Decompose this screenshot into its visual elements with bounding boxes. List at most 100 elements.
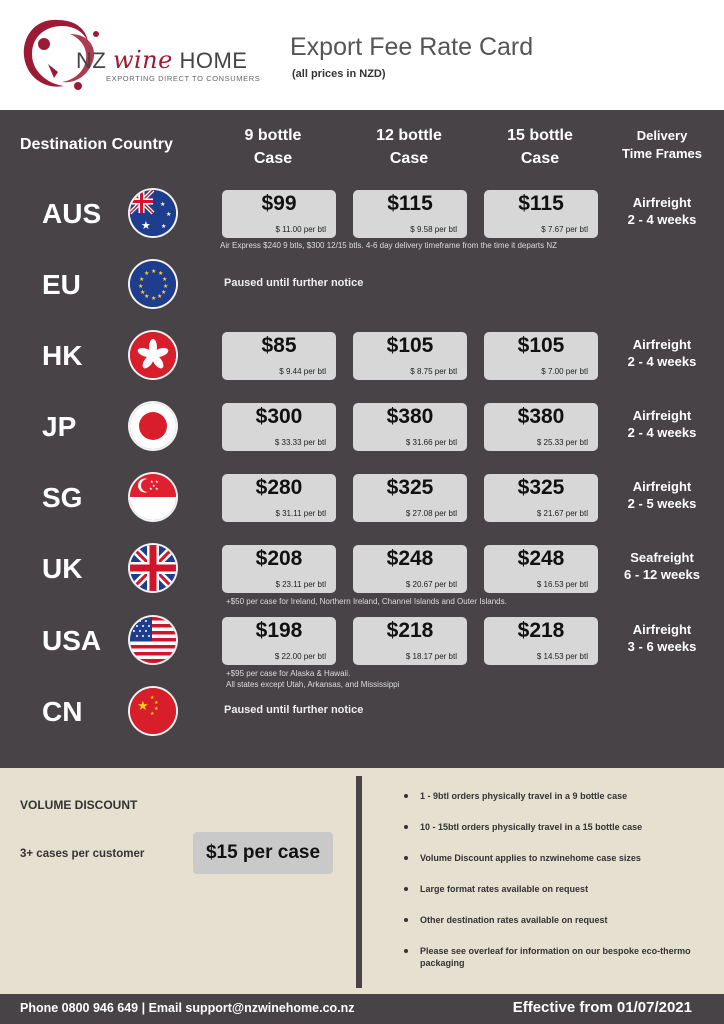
price-box-15-bottle: $325 $ 21.67 per btl xyxy=(484,474,598,522)
delivery-timeframe: Airfreight 2 - 4 weeks xyxy=(627,408,697,440)
price-box-15-bottle: $105 $ 7.00 per btl xyxy=(484,332,598,380)
wine-splash-logo-icon xyxy=(23,19,99,90)
country-code: UK xyxy=(42,553,83,584)
table-row-sg: SG ★ ★ ★ ★ ★ $280 $ 31.11 per btl $325 $ 27.0… xyxy=(0,474,724,534)
info-list: 1 - 9btl orders physically travel in a 9… xyxy=(402,790,712,988)
svg-text:★: ★ xyxy=(150,695,155,701)
row-note: +$50 per case for Ireland, Northern Irel… xyxy=(226,597,507,606)
country-code: CN xyxy=(42,696,83,727)
delivery-timeframe: Airfreight 2 - 5 weeks xyxy=(627,479,697,511)
japan-flag-icon xyxy=(130,403,176,449)
table-row-aus: AUS ★ ★ ★ ★ $99 $ 11.00 per btl $115 $ 9.5… xyxy=(0,190,724,250)
svg-text:★: ★ xyxy=(138,283,143,290)
table-row-uk: UK $208 $ 23.11 per btl $248 $ 20.67 per b… xyxy=(0,545,724,606)
china-flag-icon: ★ ★ ★ ★ ★ xyxy=(130,688,176,734)
svg-text:★: ★ xyxy=(161,223,166,230)
list-item: 1 - 9btl orders physically travel in a 9… xyxy=(402,790,712,802)
logo: NZ wine HOME EXPORTING DIRECT TO CONSUME… xyxy=(18,14,268,94)
list-item: Please see overleaf for information on o… xyxy=(402,945,712,969)
svg-text:★: ★ xyxy=(150,479,154,484)
paused-notice: Paused until further notice xyxy=(224,704,364,716)
price-box-9-bottle: $85 $ 9.44 per btl xyxy=(222,332,336,380)
price-box-9-bottle: $198 $ 22.00 per btl xyxy=(222,617,336,665)
price-box-12-bottle: $380 $ 31.66 per btl xyxy=(353,403,467,451)
price-box-12-bottle: $218 $ 18.17 per btl xyxy=(353,617,467,665)
price-box-12-bottle: $115 $ 9.58 per btl xyxy=(353,190,467,238)
country-code: SG xyxy=(42,482,83,513)
svg-text:★: ★ xyxy=(166,211,171,218)
table-row-usa: USA $198 $ 22.00 per btl xyxy=(0,617,724,689)
table-row-hk: HK $85 $ 9.44 per btl $105 $ 8.75 per btl … xyxy=(0,332,724,392)
list-item: Volume Discount applies to nzwinehome ca… xyxy=(402,852,712,864)
svg-text:★: ★ xyxy=(154,706,159,712)
column-header-12-bottle: 12 bottle Case xyxy=(376,127,442,167)
price-box-9-bottle: $99 $ 11.00 per btl xyxy=(222,190,336,238)
price-box-12-bottle: $105 $ 8.75 per btl xyxy=(353,332,467,380)
svg-text:★: ★ xyxy=(150,711,155,717)
svg-text:★: ★ xyxy=(139,276,144,283)
svg-text:★: ★ xyxy=(151,295,156,302)
panel-divider xyxy=(356,776,362,988)
table-row-jp: JP $300 $ 33.33 per btl $380 $ 31.66 per b… xyxy=(0,403,724,463)
svg-text:★: ★ xyxy=(144,293,149,300)
delivery-timeframe: Airfreight 2 - 4 weeks xyxy=(627,195,697,227)
volume-discount-amount: $15 per case xyxy=(193,832,333,874)
svg-text:★: ★ xyxy=(161,289,166,296)
usa-flag-icon xyxy=(130,617,176,663)
contact-info: Phone 0800 946 649 | Email support@nzwin… xyxy=(20,1001,355,1015)
column-header-15-bottle: 15 bottle Case xyxy=(507,127,573,167)
price-box-12-bottle: $248 $ 20.67 per btl xyxy=(353,545,467,593)
hong-kong-flag-icon xyxy=(130,332,176,378)
eu-flag-icon: ★ ★ ★ ★ ★ ★ ★ ★ ★ ★ ★ ★ xyxy=(130,261,176,307)
list-item: Large format rates available on request xyxy=(402,883,712,895)
header: NZ wine HOME EXPORTING DIRECT TO CONSUME… xyxy=(0,0,724,110)
uk-flag-icon xyxy=(130,545,176,591)
effective-date: Effective from 01/07/2021 xyxy=(512,999,692,1016)
country-code: AUS xyxy=(42,198,102,229)
svg-text:★: ★ xyxy=(149,486,153,491)
page-title: Export Fee Rate Card xyxy=(290,33,534,61)
price-box-15-bottle: $380 $ 25.33 per btl xyxy=(484,403,598,451)
column-header-delivery: Delivery Time Frames xyxy=(622,128,702,161)
row-note: Air Express $240 9 btls, $300 12/15 btls… xyxy=(220,241,558,250)
column-header-destination: Destination Country xyxy=(20,136,173,153)
price-box-15-bottle: $115 $ 7.67 per btl xyxy=(484,190,598,238)
delivery-timeframe: Airfreight 2 - 4 weeks xyxy=(627,337,697,369)
table-row-cn: CN ★ ★ ★ ★ ★ Paused until further notice xyxy=(0,688,724,748)
country-code: USA xyxy=(42,625,102,656)
svg-text:★: ★ xyxy=(160,201,165,208)
svg-text:★: ★ xyxy=(151,268,156,275)
delivery-timeframe: Seafreight 6 - 12 weeks xyxy=(624,550,700,582)
svg-text:★: ★ xyxy=(155,479,159,484)
volume-discount-condition: 3+ cases per customer xyxy=(20,848,145,860)
footer: Phone 0800 946 649 | Email support@nzwin… xyxy=(0,994,724,1024)
singapore-flag-icon: ★ ★ ★ ★ ★ xyxy=(130,474,176,520)
svg-text:★: ★ xyxy=(154,700,159,706)
volume-discount-title: VOLUME DISCOUNT xyxy=(20,798,138,812)
price-box-15-bottle: $218 $ 14.53 per btl xyxy=(484,617,598,665)
row-note: +$95 per case for Alaska & Hawaii. All st… xyxy=(226,669,400,689)
price-box-15-bottle: $248 $ 16.53 per btl xyxy=(484,545,598,593)
price-box-9-bottle: $208 $ 23.11 per btl xyxy=(222,545,336,593)
svg-text:★: ★ xyxy=(152,483,156,488)
page-subtitle: (all prices in NZD) xyxy=(292,68,386,80)
column-header-9-bottle: 9 bottle Case xyxy=(244,127,302,167)
rate-table: Destination Country 9 bottle Case 12 bott… xyxy=(0,110,724,768)
svg-text:★: ★ xyxy=(137,699,149,714)
australia-flag-icon: ★ ★ ★ ★ xyxy=(130,190,176,236)
svg-text:★: ★ xyxy=(144,270,149,277)
svg-text:★: ★ xyxy=(162,276,167,283)
paused-notice: Paused until further notice xyxy=(224,277,364,289)
logo-wordmark: NZ wine HOME xyxy=(76,46,248,74)
svg-text:★: ★ xyxy=(140,289,145,296)
country-code: JP xyxy=(42,411,77,442)
svg-text:★: ★ xyxy=(155,486,159,491)
svg-text:★: ★ xyxy=(158,270,163,277)
svg-text:★: ★ xyxy=(157,293,162,300)
list-item: Other destination rates available on req… xyxy=(402,914,712,926)
logo-tagline: EXPORTING DIRECT TO CONSUMERS xyxy=(106,74,261,83)
price-box-12-bottle: $325 $ 27.08 per btl xyxy=(353,474,467,522)
delivery-timeframe: Airfreight 3 - 6 weeks xyxy=(627,622,697,654)
svg-text:★: ★ xyxy=(141,219,151,232)
list-item: 10 - 15btl orders physically travel in a… xyxy=(402,821,712,833)
